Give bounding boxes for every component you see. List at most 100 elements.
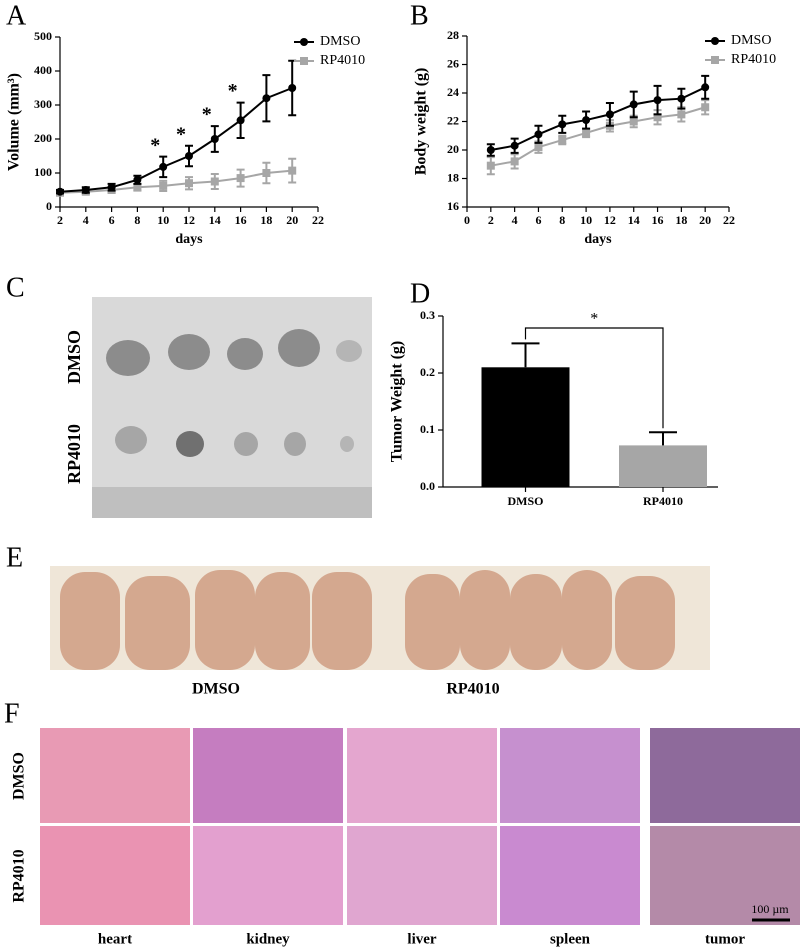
point: [486, 146, 495, 154]
point: [701, 83, 710, 92]
point: [210, 177, 219, 186]
panel-label: F: [4, 698, 20, 729]
significance: *: [202, 104, 212, 126]
point: [262, 94, 271, 103]
significance: *: [176, 123, 186, 145]
panel-label: A: [6, 0, 27, 31]
tumors: [106, 329, 362, 457]
point: [582, 128, 591, 137]
point: [262, 169, 271, 177]
legend-marker: [300, 38, 308, 46]
legend-marker: [300, 57, 308, 65]
point: [236, 116, 245, 125]
legend-label: DMSO: [731, 33, 771, 48]
series-line: [490, 106, 706, 167]
y-tick-label: 0.0: [420, 479, 435, 493]
legend-label: DMSO: [320, 34, 360, 49]
legend-marker: [711, 56, 719, 64]
y-tick-label: 20: [447, 142, 459, 156]
x-tick-label: 8: [559, 213, 565, 227]
point: [629, 117, 638, 126]
legend-marker: [711, 37, 719, 45]
point: [558, 136, 567, 145]
y-tick-label: 200: [34, 131, 52, 145]
row-label: DMSO: [64, 330, 84, 384]
point: [133, 183, 142, 192]
panel-label: C: [6, 272, 25, 303]
x-tick-label: 16: [652, 213, 664, 227]
series-line: [59, 87, 293, 193]
point: [81, 186, 90, 194]
tumor-photo: [92, 297, 372, 518]
x-tick-label: 2: [57, 213, 63, 227]
column-label: kidney: [246, 931, 290, 947]
x-axis-label: days: [175, 232, 203, 247]
point: [534, 130, 543, 139]
panel-label: E: [6, 542, 23, 573]
y-tick-label: 500: [34, 29, 52, 43]
point: [107, 183, 116, 192]
y-axis-label: Volume (mm³): [6, 73, 23, 171]
legend-label: RP4010: [320, 53, 365, 68]
x-tick-label: 10: [580, 213, 592, 227]
x-tick-label: 22: [723, 213, 735, 227]
column-label: heart: [98, 931, 132, 947]
x-tick-label: 20: [699, 213, 711, 227]
x-tick-label: 22: [312, 213, 324, 227]
y-tick-label: 300: [34, 97, 52, 111]
x-tick-label: 18: [675, 213, 687, 227]
row-label: DMSO: [11, 752, 28, 800]
x-tick-label: 20: [286, 213, 298, 227]
point: [185, 179, 193, 188]
error-bar: [511, 342, 540, 368]
x-tick-label: 4: [512, 213, 518, 227]
x-tick-label: RP4010: [643, 494, 683, 508]
panel-label: D: [410, 278, 430, 309]
y-tick-label: 18: [447, 170, 459, 184]
legend-label: RP4010: [731, 52, 776, 67]
y-axis-label: Body weight (g): [413, 68, 430, 176]
column-label: liver: [407, 931, 436, 947]
row-label: RP4010: [64, 424, 84, 484]
x-tick-label: 6: [535, 213, 541, 227]
series-line: [59, 169, 293, 194]
point: [185, 152, 193, 160]
series-line: [490, 86, 706, 151]
group-label: RP4010: [446, 681, 499, 698]
point: [629, 100, 638, 109]
point: [210, 135, 219, 143]
y-tick-label: 28: [447, 28, 459, 42]
point: [236, 174, 245, 183]
x-tick-label: 16: [235, 213, 247, 227]
point: [582, 116, 591, 125]
point: [534, 143, 543, 152]
point: [159, 181, 168, 190]
y-tick-label: 0.2: [420, 365, 435, 379]
x-tick-label: 0: [464, 213, 470, 227]
bar: [481, 367, 570, 487]
histology-tiles: [40, 728, 800, 925]
x-axis-label: days: [584, 232, 612, 247]
point: [605, 110, 614, 119]
y-tick-label: 100: [34, 165, 52, 179]
point: [288, 84, 297, 92]
point: [677, 110, 686, 119]
point: [677, 94, 686, 103]
point: [288, 166, 297, 175]
y-tick-label: 24: [447, 85, 459, 99]
x-tick-label: 10: [157, 213, 169, 227]
y-tick-label: 26: [447, 56, 459, 70]
x-tick-label: DMSO: [508, 494, 544, 508]
significance: *: [228, 80, 238, 102]
significance: *: [590, 311, 598, 328]
column-label: spleen: [550, 931, 591, 947]
scale-label: 100 µm: [751, 902, 789, 916]
y-tick-label: 0.3: [420, 308, 435, 322]
point: [486, 161, 495, 170]
mice: [60, 570, 675, 670]
point: [701, 103, 710, 112]
column-label: tumor: [705, 931, 745, 947]
significance: *: [150, 134, 160, 156]
y-tick-label: 400: [34, 63, 52, 77]
